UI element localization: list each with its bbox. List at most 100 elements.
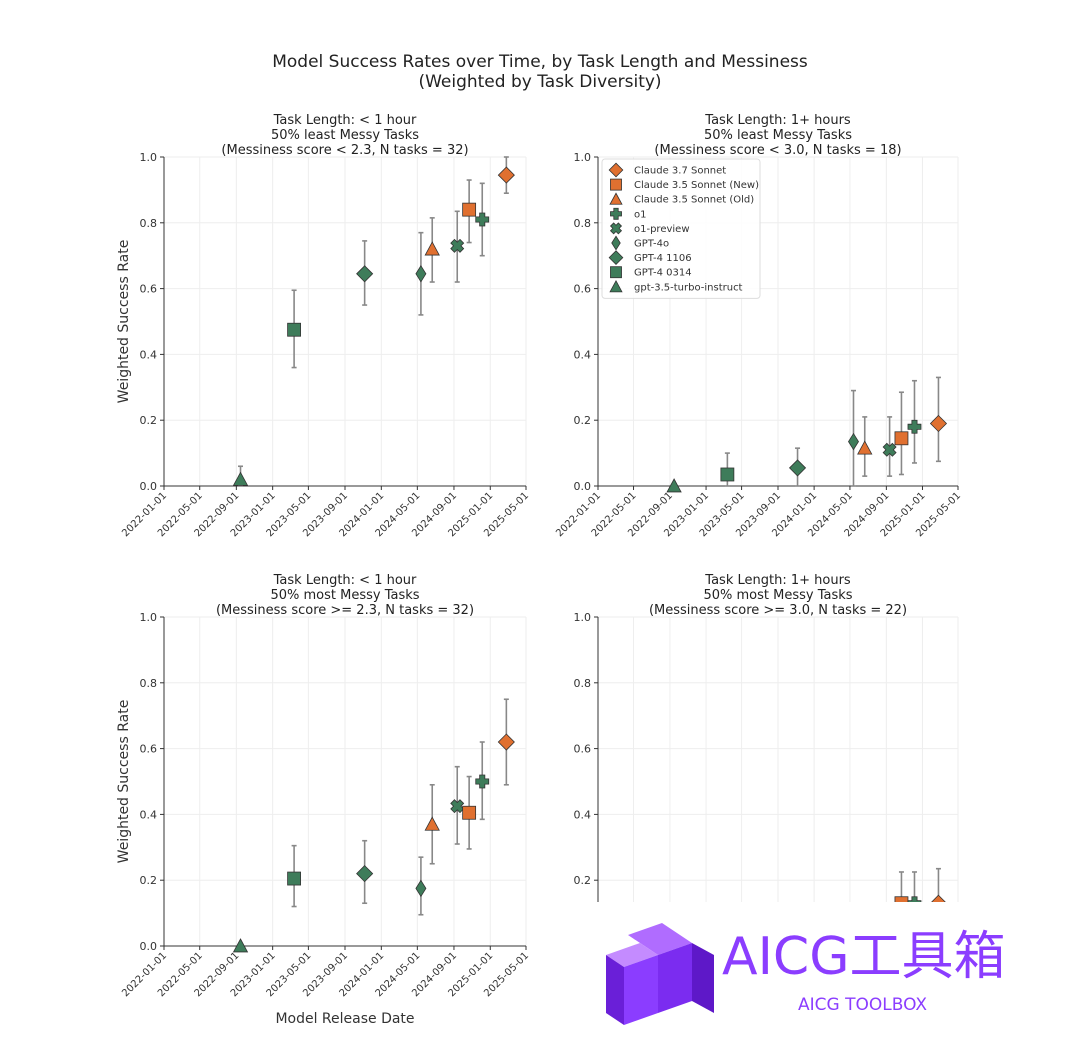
y-tick-label: 0.2 — [574, 874, 592, 887]
legend-label: gpt-3.5-turbo-instruct — [634, 282, 743, 293]
point-gpt-3-5-turbo-instruct — [232, 471, 249, 486]
point-gpt-3-5-turbo-instruct — [666, 478, 682, 493]
point-gpt-4-0314 — [720, 467, 735, 482]
legend-marker-gpt-4o — [611, 235, 621, 251]
legend-label: GPT-4 1106 — [634, 253, 692, 264]
watermark-logo-icon — [606, 923, 714, 1025]
point-gpt-4-1106 — [356, 265, 374, 283]
subplot-title-line: 50% least Messy Tasks — [704, 128, 852, 143]
subplot-title-line: (Messiness score < 2.3, N tasks = 32) — [221, 143, 468, 158]
subplot-title-line: Task Length: < 1 hour — [273, 113, 417, 128]
y-tick-label: 0.4 — [140, 348, 158, 361]
subplot-title-line: 50% most Messy Tasks — [270, 588, 419, 603]
y-tick-label: 1.0 — [140, 611, 158, 624]
legend-label: o1 — [634, 209, 646, 220]
point-o1 — [475, 212, 490, 227]
y-tick-label: 0.8 — [140, 677, 158, 690]
legend-marker-claude-3-5-sonnet-old — [609, 192, 623, 205]
subplot-title-line: Task Length: 1+ hours — [704, 113, 851, 128]
point-gpt-4o — [848, 432, 859, 451]
subplot-title-line: Task Length: 1+ hours — [704, 573, 851, 588]
legend-label: GPT-4 0314 — [634, 268, 692, 279]
y-axis-label: Weighted Success Rate — [116, 240, 132, 404]
y-tick-label: 0.4 — [574, 348, 592, 361]
y-tick-label: 0.6 — [140, 283, 158, 296]
y-tick-label: 0.0 — [140, 480, 158, 493]
point-claude-3-5-sonnet-new — [894, 896, 909, 902]
y-tick-label: 0.4 — [140, 808, 158, 821]
point-claude-3-5-sonnet-new — [894, 431, 909, 446]
y-tick-label: 1.0 — [574, 151, 592, 164]
legend-marker-o1-preview — [609, 222, 623, 235]
y-tick-label: 0.2 — [140, 874, 158, 887]
point-gpt-4-1106 — [788, 459, 807, 477]
point-gpt-4-0314 — [287, 322, 301, 337]
y-tick-label: 0.6 — [140, 743, 158, 756]
point-gpt-4-0314 — [287, 871, 301, 886]
subplot-title-line: 50% most Messy Tasks — [703, 588, 852, 603]
y-tick-label: 0.6 — [574, 283, 592, 296]
subplot-title-line: (Messiness score < 3.0, N tasks = 18) — [654, 143, 901, 158]
legend-marker-claude-3-5-sonnet-new — [610, 178, 622, 191]
point-o1-preview — [882, 442, 897, 457]
y-tick-label: 1.0 — [140, 151, 158, 164]
subplot-title-line: Task Length: < 1 hour — [273, 573, 417, 588]
y-tick-label: 0.8 — [574, 677, 592, 690]
legend-label: Claude 3.5 Sonnet (Old) — [634, 195, 754, 206]
point-claude-3-5-sonnet-old — [424, 816, 440, 831]
figure-title: Model Success Rates over Time, by Task L… — [272, 52, 808, 72]
watermark: AICG工具箱 AICG TOOLBOX — [600, 915, 1070, 1033]
point-claude-3-5-sonnet-new — [462, 805, 477, 820]
point-claude-3-5-sonnet-old — [857, 440, 873, 455]
point-gpt-3-5-turbo-instruct — [232, 938, 249, 953]
y-tick-label: 0.8 — [574, 217, 592, 230]
point-gpt-4o — [415, 265, 427, 283]
point-o1 — [907, 896, 922, 902]
legend-label: o1-preview — [634, 224, 690, 235]
legend-marker-claude-3-7-sonnet — [608, 162, 624, 178]
legend-label: Claude 3.5 Sonnet (New) — [634, 180, 759, 191]
point-claude-3-5-sonnet-old — [424, 241, 440, 256]
subplot-title-line: 50% least Messy Tasks — [271, 128, 419, 143]
x-axis-label: Model Release Date — [275, 1011, 415, 1027]
watermark-title: AICG工具箱 — [722, 927, 1006, 987]
point-claude-3-7-sonnet — [929, 414, 948, 433]
point-claude-3-7-sonnet — [497, 166, 515, 184]
y-tick-label: 0.0 — [140, 940, 158, 953]
y-tick-label: 0.4 — [574, 808, 592, 821]
watermark-subtitle: AICG TOOLBOX — [798, 995, 928, 1015]
legend-marker-gpt-4-1106 — [608, 250, 624, 265]
y-tick-label: 0.2 — [140, 414, 158, 427]
subplot-title-line: (Messiness score >= 2.3, N tasks = 32) — [216, 603, 474, 618]
legend-marker-gpt-3-5-turbo-instruct — [609, 280, 623, 293]
legend-marker-o1 — [610, 207, 622, 220]
y-tick-label: 0.6 — [574, 743, 592, 756]
y-tick-label: 1.0 — [574, 611, 592, 624]
point-gpt-4-1106 — [356, 865, 374, 883]
point-claude-3-7-sonnet — [931, 894, 946, 902]
point-claude-3-5-sonnet-new — [462, 202, 477, 217]
point-o1 — [907, 419, 922, 434]
point-gpt-4o — [415, 879, 427, 898]
y-tick-label: 0.8 — [140, 217, 158, 230]
point-o1-preview — [450, 799, 465, 814]
legend: Claude 3.7 Sonnet Claude 3.5 Sonnet (New)… — [601, 158, 761, 299]
point-o1-preview — [450, 238, 465, 253]
legend-frame — [601, 158, 761, 299]
legend-label: GPT-4o — [634, 239, 669, 250]
point-o1 — [475, 774, 490, 789]
subplot-title-line: (Messiness score >= 3.0, N tasks = 22) — [649, 603, 907, 618]
figure-subtitle: (Weighted by Task Diversity) — [418, 72, 662, 92]
y-tick-label: 0.2 — [574, 414, 592, 427]
legend-label: Claude 3.7 Sonnet — [634, 166, 726, 177]
y-axis-label: Weighted Success Rate — [116, 700, 132, 864]
y-tick-label: 0.0 — [574, 480, 592, 493]
point-claude-3-7-sonnet — [497, 733, 515, 751]
legend-marker-gpt-4-0314 — [610, 266, 622, 279]
